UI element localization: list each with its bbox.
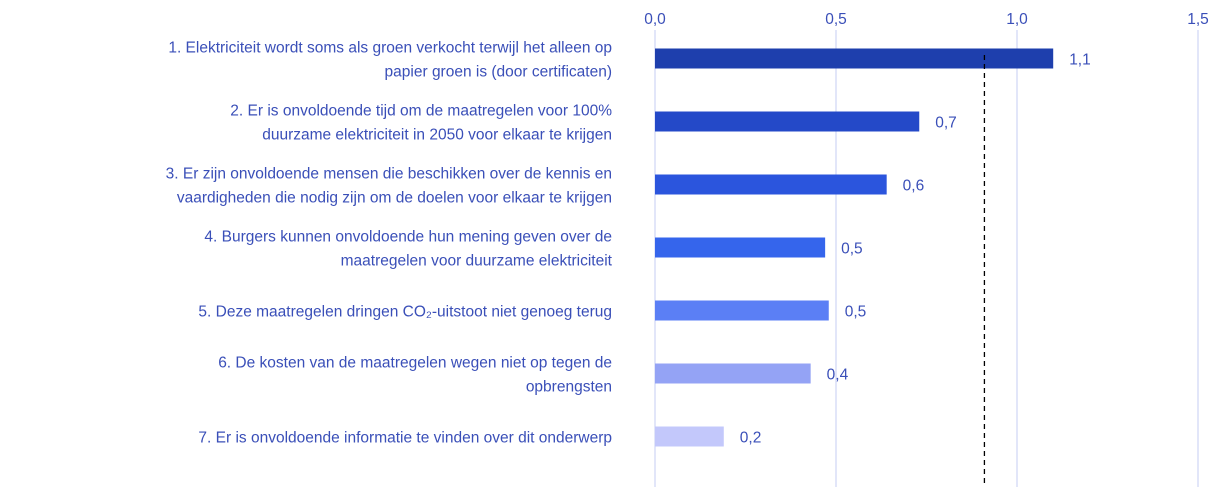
value-label: 0,6	[903, 178, 925, 195]
category-label: 6. De kosten van de maatregelen wegen ni…	[218, 355, 612, 396]
bar	[655, 111, 920, 132]
bar	[655, 363, 811, 384]
category-label-line: opbrengsten	[526, 379, 612, 396]
category-label-line: 2. Er is onvoldoende tijd om de maatrege…	[230, 103, 612, 120]
category-label-line: 4. Burgers kunnen onvoldoende hun mening…	[204, 229, 612, 246]
category-label-line: vaardigheden die nodig zijn om de doelen…	[177, 190, 612, 207]
x-tick-label: 0,0	[644, 11, 666, 28]
category-label-line: 6. De kosten van de maatregelen wegen ni…	[218, 355, 612, 372]
category-label-line: 5. Deze maatregelen dringen CO₂-uitstoot…	[198, 304, 612, 321]
category-label-line: duurzame elektriciteit in 2050 voor elka…	[262, 127, 612, 144]
value-label: 0,4	[827, 367, 849, 384]
bar	[655, 237, 826, 258]
bar	[655, 300, 829, 321]
value-label: 0,7	[935, 115, 957, 132]
category-label: 1. Elektriciteit wordt soms als groen ve…	[168, 40, 612, 81]
value-label: 0,2	[740, 430, 762, 447]
value-label: 0,5	[845, 304, 867, 321]
category-label-line: 7. Er is onvoldoende informatie te vinde…	[198, 430, 612, 447]
category-label: 2. Er is onvoldoende tijd om de maatrege…	[230, 103, 612, 144]
x-tick-label: 1,0	[1006, 11, 1028, 28]
value-label: 0,5	[841, 241, 863, 258]
category-label: 7. Er is onvoldoende informatie te vinde…	[198, 430, 612, 447]
bar	[655, 426, 724, 447]
bar	[655, 174, 887, 195]
category-label: 3. Er zijn onvoldoende mensen die beschi…	[166, 166, 612, 207]
category-label: 5. Deze maatregelen dringen CO₂-uitstoot…	[198, 304, 612, 321]
category-label: 4. Burgers kunnen onvoldoende hun mening…	[204, 229, 612, 270]
category-label-line: papier groen is (door certificaten)	[385, 64, 612, 81]
x-tick-label: 0,5	[825, 11, 847, 28]
bar	[655, 48, 1054, 69]
x-tick-label: 1,5	[1187, 11, 1209, 28]
category-label-line: 3. Er zijn onvoldoende mensen die beschi…	[166, 166, 612, 183]
value-label: 1,1	[1069, 52, 1091, 69]
category-label-line: maatregelen voor duurzame elektriciteit	[341, 253, 613, 270]
category-label-line: 1. Elektriciteit wordt soms als groen ve…	[168, 40, 612, 57]
